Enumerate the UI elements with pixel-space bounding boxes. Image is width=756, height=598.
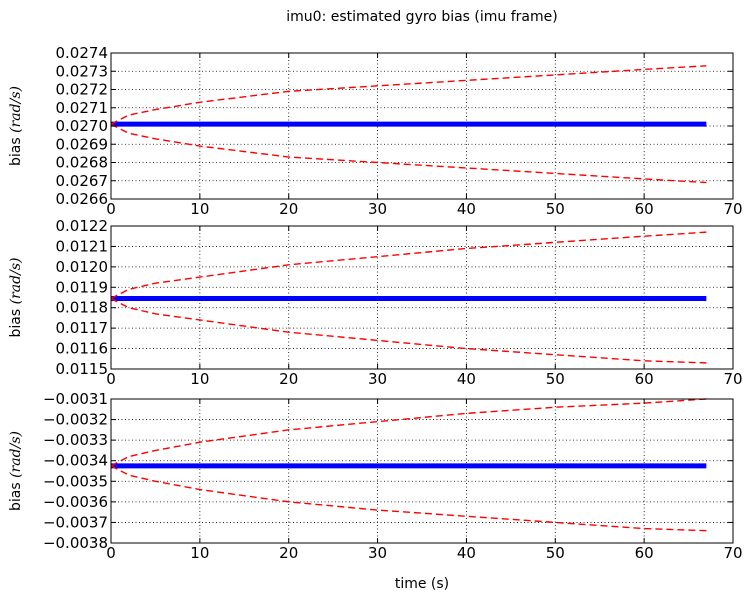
y-tick-label: −0.0034 — [43, 452, 108, 470]
axes-frame — [110, 398, 734, 544]
figure-title: imu0: estimated gyro bias (imu frame) — [286, 9, 557, 25]
x-tick-label: 50 — [546, 544, 565, 562]
x-tick-label: 0 — [106, 370, 116, 388]
y-tick-label: −0.0033 — [43, 431, 108, 449]
x-tick-label: 60 — [635, 370, 654, 388]
y-tick-label: −0.0037 — [43, 513, 108, 531]
y-tick-label: 0.0117 — [56, 319, 109, 337]
y-tick-label: 0.0115 — [56, 360, 109, 378]
y-tick-label: −0.0031 — [43, 390, 108, 408]
axes-frame — [110, 225, 734, 370]
x-tick-label: 40 — [457, 370, 476, 388]
y-tick-label: 0.0118 — [56, 299, 109, 317]
y-tick-label: 0.0269 — [56, 135, 109, 153]
x-tick-label: 50 — [546, 370, 565, 388]
x-axis-label: time (s) — [395, 576, 449, 592]
y-tick-label: −0.0035 — [43, 472, 108, 490]
x-tick-label: 20 — [279, 200, 298, 218]
x-tick-label: 40 — [457, 200, 476, 218]
x-tick-label: 70 — [723, 200, 742, 218]
y-tick-label: 0.0268 — [56, 154, 109, 172]
x-tick-label: 20 — [279, 370, 298, 388]
subplot-3: 0 10 20 30 40 50 60 70 −0.0038 −0.0037 −0.0036 −0.0… — [8, 390, 743, 562]
y-axis-label: bias (rad/s) — [8, 86, 24, 166]
x-tick-label: 70 — [723, 544, 742, 562]
y-tick-label: 0.0116 — [56, 340, 109, 358]
y-tick-label: 0.0122 — [56, 217, 109, 235]
x-tick-label: 30 — [368, 370, 387, 388]
y-tick-label: 0.0121 — [56, 237, 109, 255]
y-tick-label: 0.0271 — [56, 99, 109, 117]
lower-bound-line — [110, 297, 707, 364]
y-tick-label: 0.0119 — [56, 278, 109, 296]
x-tick-label: 0 — [106, 200, 116, 218]
y-tick-label: 0.0273 — [56, 62, 109, 80]
lower-bound-line — [110, 465, 707, 532]
y-tick-label: 0.0120 — [56, 258, 109, 276]
y-tick-label: 0.0267 — [56, 172, 109, 190]
y-axis-label: bias (rad/s) — [8, 431, 24, 511]
x-tick-label: 10 — [190, 544, 209, 562]
y-tick-label: 0.0272 — [56, 81, 109, 99]
upper-bound-line — [110, 65, 707, 125]
y-tick-label: 0.0274 — [56, 44, 109, 62]
subplot-2: 0 10 20 30 40 50 60 70 0.0115 0.0116 0.0117 0.0118 0… — [8, 217, 743, 388]
x-tick-label: 20 — [279, 544, 298, 562]
y-tick-label: −0.0038 — [43, 534, 108, 552]
x-tick-label: 40 — [457, 544, 476, 562]
x-tick-label: 0 — [106, 544, 116, 562]
x-tick-label: 30 — [368, 200, 387, 218]
x-tick-label: 60 — [635, 544, 654, 562]
y-tick-label: −0.0032 — [43, 411, 108, 429]
y-tick-label: −0.0036 — [43, 493, 108, 511]
x-tick-label: 70 — [723, 370, 742, 388]
subplot-panels: 0 10 20 30 40 50 60 700.02660.02670.02680.02690… — [8, 44, 743, 562]
y-axis-label: bias (rad/s) — [8, 258, 24, 338]
lower-bound-line — [110, 123, 707, 184]
x-tick-label: 10 — [190, 370, 209, 388]
upper-bound-line — [110, 231, 707, 300]
subplot-1: 0 10 20 30 40 50 60 700.02660.02670.02680.02690… — [8, 44, 743, 218]
x-tick-label: 30 — [368, 544, 387, 562]
upper-bound-line — [110, 398, 707, 467]
y-tick-label: 0.0266 — [56, 190, 109, 208]
x-tick-label: 10 — [190, 200, 209, 218]
x-tick-label: 60 — [635, 200, 654, 218]
y-tick-label: 0.0270 — [56, 117, 109, 135]
x-tick-label: 50 — [546, 200, 565, 218]
